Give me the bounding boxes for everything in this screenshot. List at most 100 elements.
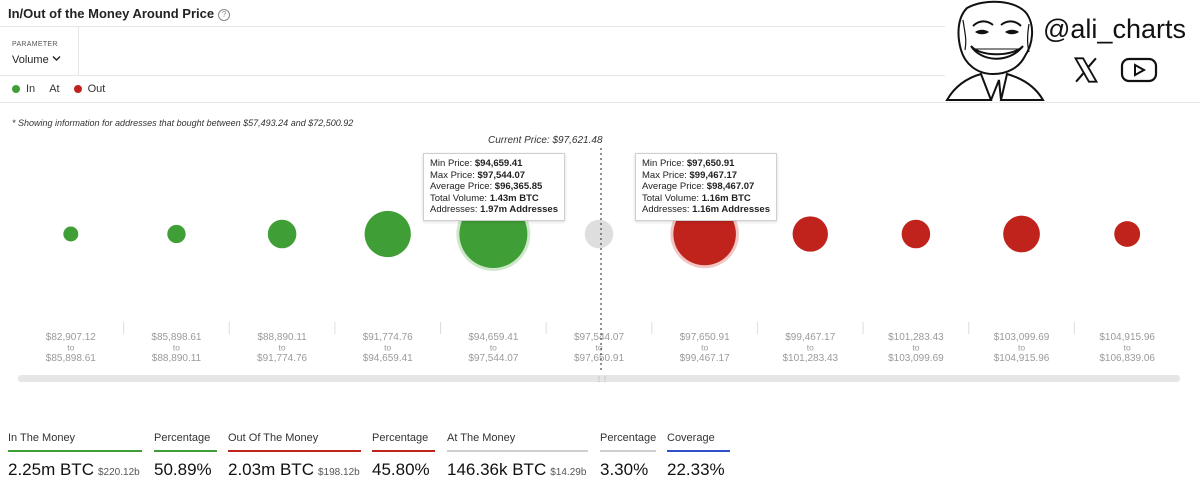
stat-percentage-in: Percentage 50.89% xyxy=(154,432,217,480)
watermark-handle: @ali_charts xyxy=(1043,14,1186,44)
stat-label: Percentage xyxy=(154,432,211,444)
bin-label: $101,283.43 xyxy=(782,353,838,364)
bubble-tooltip: Min Price: $94,659.41 Max Price: $97,544… xyxy=(423,153,565,221)
legend-dot-out xyxy=(73,85,82,93)
x-icon xyxy=(1073,57,1099,83)
current-price-label: Current Price: $97,621.48 xyxy=(488,135,603,146)
stat-percentage-out: Percentage 45.80% xyxy=(372,432,435,480)
bubble-in[interactable] xyxy=(167,224,186,244)
tooltip-row: Average Price: $98,467.07 xyxy=(642,181,755,192)
bin-label: $99,467.17 xyxy=(785,332,835,343)
tooltip-row: Addresses: 1.97m Addresses xyxy=(430,204,558,215)
legend-label-out: Out xyxy=(87,83,106,95)
divider xyxy=(0,102,1200,103)
trollface-avatar xyxy=(945,0,1045,101)
bin-label: $82,907.12 xyxy=(46,332,96,343)
tooltip-row: Max Price: $97,544.07 xyxy=(430,169,526,181)
bin-label: $91,774.76 xyxy=(363,332,413,343)
tooltip-row: Min Price: $97,650.91 xyxy=(642,158,735,169)
bin-label: $101,283.43 xyxy=(888,332,944,343)
scroll-grip-icon[interactable]: ⋮⋮ xyxy=(596,377,608,383)
bin-label-to: to xyxy=(173,343,180,353)
summary-stats: In The Money 2.25m BTC $220.12b Percentag… xyxy=(0,432,1200,496)
stat-label: Percentage xyxy=(372,432,429,444)
parameter-value: Volume xyxy=(12,54,49,66)
tooltip-row: Addresses: 1.16m Addresses xyxy=(642,204,770,215)
bin-label: $85,898.61 xyxy=(46,353,96,364)
bin-label: $88,890.11 xyxy=(152,353,202,364)
stat-underline xyxy=(8,450,142,452)
bubble-in[interactable] xyxy=(63,226,79,242)
parameter-select[interactable]: Volume xyxy=(12,54,61,66)
bin-label: $88,890.11 xyxy=(257,332,307,343)
help-icon[interactable]: ? xyxy=(218,9,231,21)
bin-label-to: to xyxy=(1018,343,1025,353)
stat-coverage: Coverage 22.33% xyxy=(667,432,730,480)
bubble-out[interactable] xyxy=(1003,215,1040,253)
bin-label: $97,650.91 xyxy=(574,353,624,364)
bin-label: $97,544.07 xyxy=(468,353,518,364)
bin-label: $94,659.41 xyxy=(468,332,518,343)
legend-label-in: In xyxy=(26,83,36,95)
bubble-chart: $82,907.12to$85,898.61$85,898.61to$88,89… xyxy=(46,148,1155,372)
tooltip-row: Max Price: $99,467.17 xyxy=(642,169,738,181)
bin-label: $97,544.07 xyxy=(574,332,624,343)
bubble-in[interactable] xyxy=(364,210,411,258)
horizontal-scrollbar[interactable] xyxy=(18,375,1180,382)
parameter-panel xyxy=(0,27,79,75)
stat-value: 2.03m BTC $198.12b xyxy=(228,460,360,479)
parameter-label: PARAMETER xyxy=(12,41,58,48)
stat-percentage-at: Percentage 3.30% xyxy=(600,432,656,480)
divider xyxy=(0,26,945,27)
bin-label-to: to xyxy=(912,343,919,353)
legend-item-at[interactable]: At xyxy=(49,83,59,95)
bin-label: $104,915.96 xyxy=(994,353,1050,364)
page-title-text: In/Out of the Money Around Price xyxy=(8,6,215,21)
stat-value: 2.25m BTC $220.12b xyxy=(8,460,140,479)
stat-underline xyxy=(228,450,361,452)
stat-value: 45.80% xyxy=(372,460,430,479)
chart-legend: In At Out xyxy=(12,83,119,95)
chevron-down-icon xyxy=(52,56,61,61)
stat-label: Out Of The Money xyxy=(228,432,319,444)
stat-value: 22.33% xyxy=(667,460,725,479)
bin-label-to: to xyxy=(67,343,74,353)
bin-label-to: to xyxy=(1124,343,1131,353)
page-title: In/Out of the Money Around Price? xyxy=(8,6,231,21)
stat-label: Coverage xyxy=(667,432,715,444)
bubble-out[interactable] xyxy=(792,216,828,252)
bin-label: $103,099.69 xyxy=(888,353,944,364)
stat-in-the-money: In The Money 2.25m BTC $220.12b xyxy=(8,432,142,480)
stat-underline xyxy=(447,450,588,452)
bin-label: $99,467.17 xyxy=(680,353,730,364)
legend-dot-in xyxy=(12,85,20,93)
bin-label: $85,898.61 xyxy=(151,332,201,343)
divider xyxy=(0,75,1200,76)
bin-label: $104,915.96 xyxy=(1099,332,1155,343)
tooltip-row: Total Volume: 1.16m BTC xyxy=(642,192,751,204)
bin-label: $97,650.91 xyxy=(680,332,730,343)
tooltip-row: Average Price: $96,365.85 xyxy=(430,181,543,192)
bubble-in[interactable] xyxy=(267,219,297,249)
bin-label: $106,839.06 xyxy=(1099,353,1155,364)
bin-label-to: to xyxy=(279,343,286,353)
bin-label-to: to xyxy=(384,343,391,353)
stat-label: At The Money xyxy=(447,432,516,444)
stat-underline xyxy=(600,450,656,452)
legend-item-in[interactable]: In xyxy=(12,83,35,95)
stat-label: In The Money xyxy=(8,432,76,444)
bubble-at[interactable] xyxy=(584,219,614,249)
bin-label-to: to xyxy=(701,343,708,353)
stat-value: 50.89% xyxy=(154,460,212,479)
watermark xyxy=(945,0,1200,102)
stat-value: 146.36k BTC $14.29b xyxy=(447,460,587,479)
bubble-tooltip: Min Price: $97,650.91 Max Price: $99,467… xyxy=(635,153,777,221)
legend-item-out[interactable]: Out xyxy=(73,83,106,95)
bin-label: $103,099.69 xyxy=(994,332,1050,343)
stat-label: Percentage xyxy=(600,432,657,444)
youtube-icon xyxy=(1120,57,1158,83)
tooltip-row: Min Price: $94,659.41 xyxy=(430,158,523,169)
stat-underline xyxy=(667,450,730,452)
bubble-out[interactable] xyxy=(901,219,931,249)
bubble-out[interactable] xyxy=(1114,221,1141,247)
